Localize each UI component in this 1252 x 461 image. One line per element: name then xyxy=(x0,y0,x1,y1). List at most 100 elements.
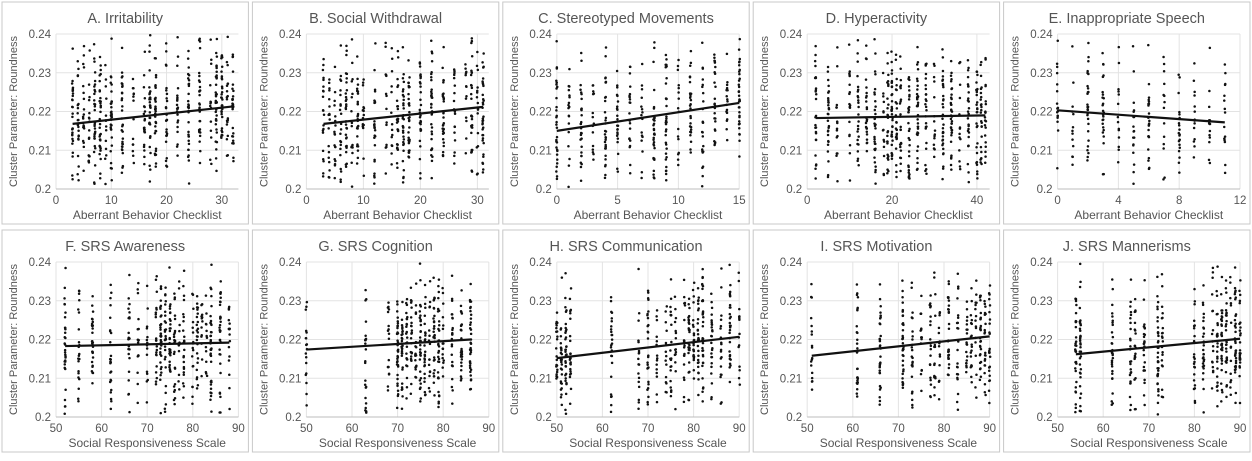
data-point xyxy=(165,118,168,122)
data-point xyxy=(362,109,365,113)
data-point xyxy=(355,126,359,130)
data-point xyxy=(327,81,331,85)
trend-line xyxy=(556,335,740,360)
data-point xyxy=(121,164,125,168)
data-point xyxy=(1129,371,1133,374)
data-point xyxy=(470,131,473,135)
data-point xyxy=(652,88,656,92)
data-point xyxy=(452,76,456,80)
data-point xyxy=(1147,135,1151,139)
data-point xyxy=(459,351,463,354)
data-point xyxy=(692,301,695,304)
data-point xyxy=(567,164,571,167)
data-point xyxy=(205,323,208,326)
y-tick-label: 0.23 xyxy=(529,296,551,308)
data-point xyxy=(1238,349,1242,352)
data-point xyxy=(738,106,741,109)
data-point xyxy=(701,67,705,70)
data-point xyxy=(187,159,191,162)
data-point xyxy=(442,97,445,101)
data-point xyxy=(604,80,608,84)
data-point xyxy=(683,318,686,322)
data-point xyxy=(919,372,923,376)
data-point xyxy=(604,173,607,177)
data-point xyxy=(339,44,343,47)
data-point xyxy=(390,111,393,115)
data-point xyxy=(1129,278,1133,281)
data-point xyxy=(664,341,668,345)
data-point xyxy=(1193,373,1196,376)
data-point xyxy=(902,368,905,371)
data-point xyxy=(418,358,422,361)
data-point xyxy=(970,318,974,322)
data-point xyxy=(220,54,223,58)
data-point xyxy=(1074,342,1077,345)
data-point xyxy=(855,395,859,398)
data-point xyxy=(469,92,473,96)
data-point xyxy=(655,354,659,357)
data-point xyxy=(924,87,928,91)
data-point xyxy=(1132,101,1136,104)
data-point xyxy=(351,151,354,155)
data-point xyxy=(87,98,91,102)
data-point xyxy=(432,375,436,378)
data-point xyxy=(580,154,583,158)
data-point xyxy=(942,152,945,155)
data-point xyxy=(967,100,970,103)
data-point xyxy=(460,323,464,326)
data-point xyxy=(676,158,680,161)
data-point xyxy=(555,170,558,173)
data-point xyxy=(127,352,130,356)
data-point xyxy=(87,83,91,86)
data-point xyxy=(339,180,342,184)
data-point xyxy=(1238,364,1241,368)
data-point xyxy=(701,91,705,95)
data-point xyxy=(970,380,973,384)
data-point xyxy=(886,142,889,145)
data-point xyxy=(916,131,920,135)
y-tick-label: 0.24 xyxy=(1030,29,1053,41)
data-point xyxy=(1162,147,1165,150)
data-point xyxy=(1102,128,1105,132)
data-point xyxy=(450,297,454,301)
data-point xyxy=(696,308,700,312)
data-point xyxy=(210,304,213,308)
data-point xyxy=(215,66,218,70)
data-point xyxy=(344,103,348,106)
x-tick-label: 70 xyxy=(391,423,404,435)
data-point xyxy=(826,133,830,137)
data-point xyxy=(104,128,108,132)
data-point xyxy=(77,387,80,391)
data-point xyxy=(1234,330,1237,334)
data-point xyxy=(652,169,656,173)
data-point xyxy=(226,120,229,124)
data-point xyxy=(886,130,889,134)
data-point xyxy=(400,351,404,355)
data-point xyxy=(603,133,607,136)
data-point xyxy=(692,353,695,357)
data-point xyxy=(433,296,436,300)
data-point xyxy=(975,279,978,282)
data-point xyxy=(665,115,668,118)
data-point xyxy=(214,122,218,126)
x-tick-label: 60 xyxy=(346,423,359,435)
data-point xyxy=(664,381,668,384)
data-point xyxy=(886,171,889,175)
data-point xyxy=(941,56,945,59)
data-point xyxy=(460,364,463,368)
data-point xyxy=(1238,299,1242,303)
data-point xyxy=(195,377,199,381)
data-point xyxy=(569,363,572,366)
x-tick-label: 70 xyxy=(141,423,154,435)
data-point xyxy=(560,393,563,396)
data-point xyxy=(810,333,814,336)
data-point xyxy=(1147,124,1151,127)
data-point xyxy=(947,363,951,366)
data-point xyxy=(697,296,701,299)
data-point xyxy=(208,104,212,108)
data-point xyxy=(159,361,162,364)
data-point xyxy=(564,377,567,380)
data-point xyxy=(198,134,202,138)
data-point xyxy=(1129,300,1132,304)
data-point xyxy=(738,114,741,118)
